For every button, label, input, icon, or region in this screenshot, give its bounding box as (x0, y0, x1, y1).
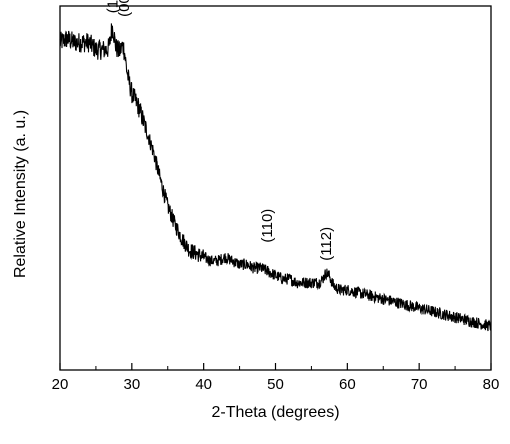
x-tick-label: 40 (195, 376, 212, 393)
x-tick-label: 50 (267, 376, 284, 393)
peak-label: (112) (318, 227, 335, 261)
peak-label: (002) (116, 0, 133, 17)
x-axis-label: 2-Theta (degrees) (211, 404, 339, 421)
x-tick-label: 70 (411, 376, 428, 393)
x-tick-label: 20 (52, 376, 69, 393)
y-axis-label: Relative Intensity (a. u.) (12, 110, 29, 278)
peak-label: (110) (259, 209, 276, 243)
x-tick-label: 80 (483, 376, 500, 393)
series-line-1 (59, 23, 492, 332)
peak-label: (100) (104, 0, 121, 13)
x-tick-label: 60 (339, 376, 356, 393)
plot-frame (59, 5, 492, 371)
x-tick-label: 30 (123, 376, 140, 393)
